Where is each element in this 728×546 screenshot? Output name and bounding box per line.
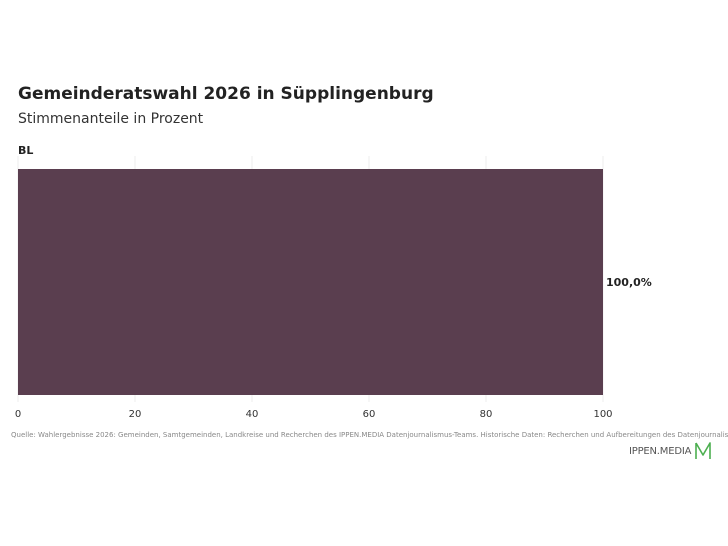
labels: BL 100,0% <box>18 144 652 289</box>
x-tick-label: 80 <box>480 409 493 420</box>
x-tick-label: 60 <box>363 409 376 420</box>
source-note: Quelle: Wahlergebnisse 2026: Gemeinden, … <box>11 431 728 439</box>
bar <box>18 169 603 395</box>
bars <box>18 169 603 395</box>
x-tick-label: 100 <box>593 409 612 420</box>
ippen-media-logo: IPPEN.MEDIA <box>629 440 712 462</box>
chart-subtitle: Stimmenanteile in Prozent <box>18 111 204 127</box>
bar-chart: BL 100,0% 0 20 40 60 80 100 <box>15 144 652 420</box>
value-label: 100,0% <box>606 276 652 289</box>
x-tick-label: 20 <box>129 409 142 420</box>
category-label: BL <box>18 144 33 157</box>
chart-title: Gemeinderatswahl 2026 in Süpplingenburg <box>18 84 434 104</box>
x-axis: 0 20 40 60 80 100 <box>15 409 613 420</box>
x-tick-label: 0 <box>15 409 21 420</box>
logo-text: IPPEN.MEDIA <box>629 445 692 457</box>
m-logo-icon <box>695 442 712 459</box>
x-tick-label: 40 <box>246 409 259 420</box>
